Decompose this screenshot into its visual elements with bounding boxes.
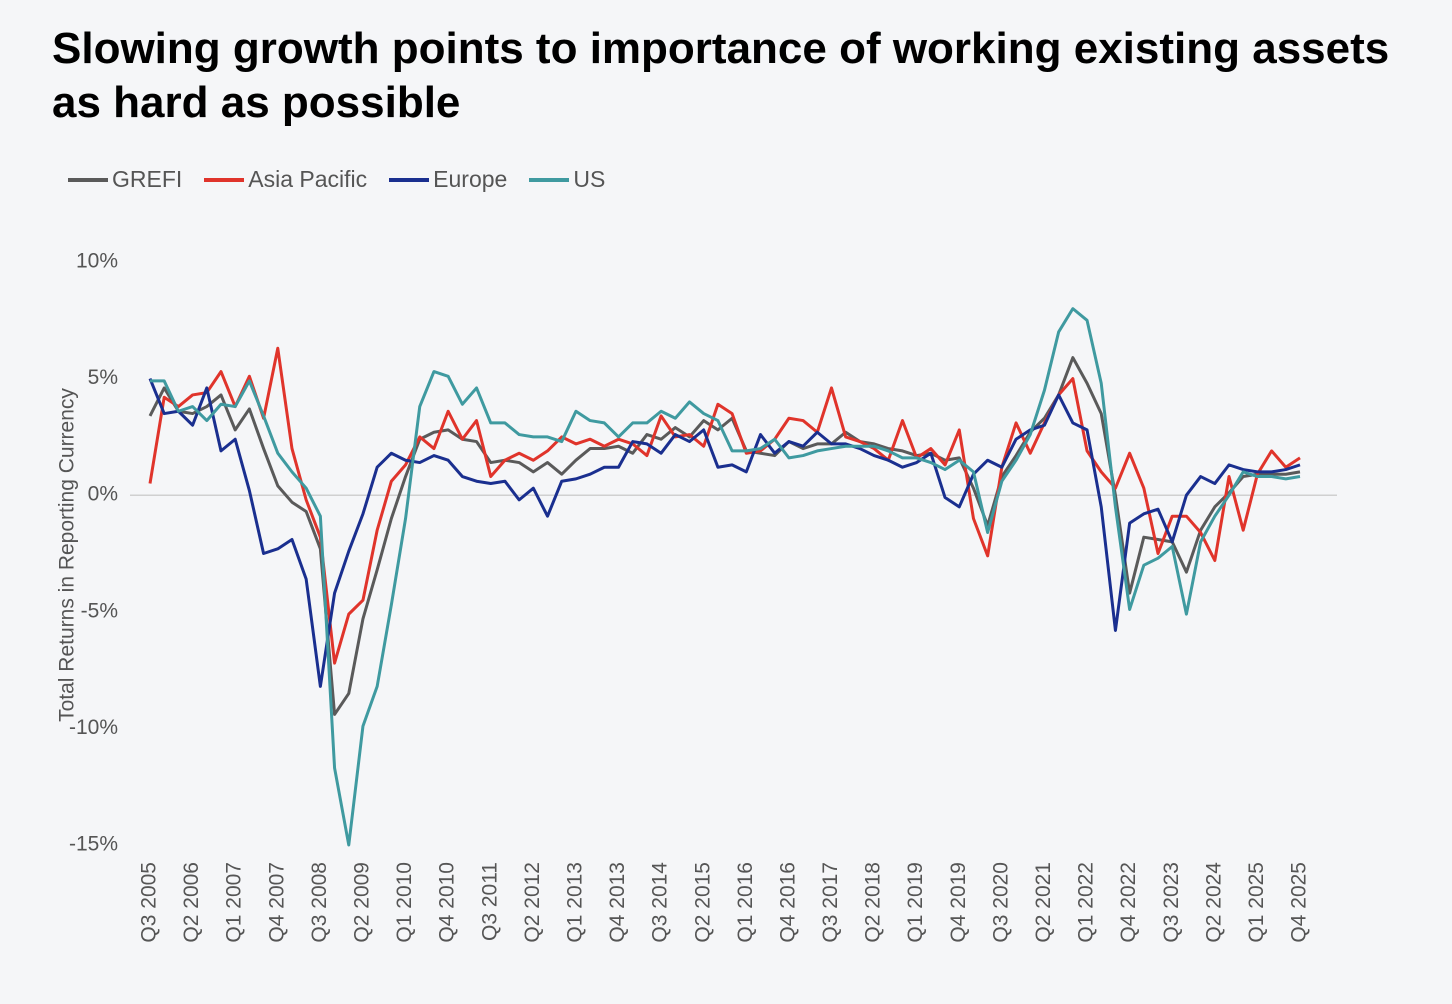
x-tick-label: Q2 2018 <box>862 862 885 943</box>
legend-item: GREFI <box>68 166 182 193</box>
x-tick-label: Q1 2013 <box>563 862 586 943</box>
legend-label: Asia Pacific <box>248 166 368 192</box>
x-tick-label: Q2 2021 <box>1032 862 1055 943</box>
legend-swatch <box>68 177 108 182</box>
x-tick-label: Q2 2009 <box>351 862 374 943</box>
y-axis-label: Total Returns in Reporting Currency <box>56 388 79 722</box>
x-tick-label: Q2 2024 <box>1202 862 1225 943</box>
x-tick-label: Q1 2025 <box>1245 862 1268 943</box>
x-tick-label: Q4 2025 <box>1288 862 1311 943</box>
x-tick-label: Q4 2010 <box>436 862 459 943</box>
series-line <box>150 307 1301 847</box>
x-tick-label: Q3 2005 <box>138 862 161 943</box>
x-tick-label: Q1 2010 <box>393 862 416 943</box>
legend-label: Europe <box>433 166 508 192</box>
y-tick-label: -15% <box>69 833 118 856</box>
legend-item: Asia Pacific <box>204 166 367 193</box>
x-tick-label: Q3 2020 <box>989 862 1012 943</box>
x-tick-label: Q4 2019 <box>947 862 970 943</box>
series-line <box>148 378 1301 688</box>
chart-title: Slowing growth points to importance of w… <box>52 24 1390 127</box>
x-tick-label: Q3 2017 <box>819 862 842 943</box>
x-tick-label: Q2 2015 <box>691 862 714 943</box>
legend-label: US <box>573 166 606 192</box>
legend: GREFI Asia Pacific Europe US <box>68 166 605 193</box>
legend-swatch <box>204 177 245 182</box>
x-tick-label: Q3 2011 <box>478 862 501 941</box>
legend-label: GREFI <box>112 166 183 192</box>
x-tick-label: Q1 2019 <box>904 862 927 943</box>
x-tick-label: Q2 2006 <box>180 862 203 943</box>
x-tick-label: Q4 2007 <box>265 862 288 943</box>
x-tick-label: Q1 2016 <box>734 862 757 943</box>
x-tick-label: Q3 2014 <box>649 862 672 943</box>
x-tick-label: Q1 2022 <box>1075 862 1098 943</box>
x-tick-label: Q1 2007 <box>223 862 246 943</box>
x-tick-label: Q4 2022 <box>1117 862 1140 943</box>
legend-item: Europe <box>389 166 507 193</box>
series-line <box>148 346 1301 665</box>
y-tick-label: 5% <box>88 366 118 389</box>
x-tick-label: Q3 2023 <box>1160 862 1183 943</box>
legend-item: US <box>529 166 605 193</box>
x-tick-label: Q4 2016 <box>776 862 799 943</box>
legend-swatch <box>389 177 430 182</box>
y-tick-label: 0% <box>88 483 118 506</box>
x-tick-label: Q2 2012 <box>521 862 544 943</box>
y-tick-label: 10% <box>76 250 118 273</box>
y-tick-label: -10% <box>69 716 118 739</box>
y-tick-label: -5% <box>81 599 118 622</box>
x-tick-label: Q4 2013 <box>606 862 629 943</box>
x-tick-label: Q3 2008 <box>308 862 331 943</box>
legend-swatch <box>529 177 570 182</box>
